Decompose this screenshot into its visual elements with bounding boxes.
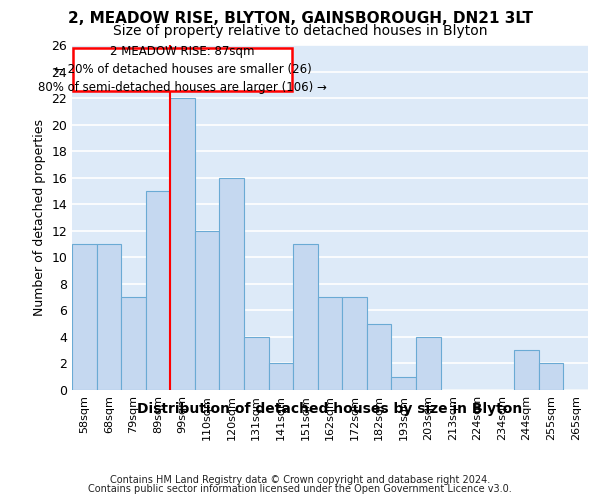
Y-axis label: Number of detached properties: Number of detached properties [33,119,46,316]
Bar [391,376,416,390]
Bar [195,231,220,390]
Bar [121,297,146,390]
Text: Contains HM Land Registry data © Crown copyright and database right 2024.: Contains HM Land Registry data © Crown c… [110,475,490,485]
Bar [514,350,539,390]
FancyBboxPatch shape [73,48,292,91]
Bar [146,191,170,390]
Bar [318,297,342,390]
Bar [269,364,293,390]
Bar [367,324,391,390]
Text: Distribution of detached houses by size in Blyton: Distribution of detached houses by size … [137,402,523,416]
Text: Size of property relative to detached houses in Blyton: Size of property relative to detached ho… [113,24,487,38]
Bar [220,178,244,390]
Text: 2, MEADOW RISE, BLYTON, GAINSBOROUGH, DN21 3LT: 2, MEADOW RISE, BLYTON, GAINSBOROUGH, DN… [67,11,533,26]
Bar [293,244,318,390]
Bar [416,337,440,390]
Text: 2 MEADOW RISE: 87sqm
← 20% of detached houses are smaller (26)
80% of semi-detac: 2 MEADOW RISE: 87sqm ← 20% of detached h… [38,45,327,94]
Bar [342,297,367,390]
Bar [539,364,563,390]
Bar [170,98,195,390]
Bar [72,244,97,390]
Bar [244,337,269,390]
Bar [97,244,121,390]
Text: Contains public sector information licensed under the Open Government Licence v3: Contains public sector information licen… [88,484,512,494]
